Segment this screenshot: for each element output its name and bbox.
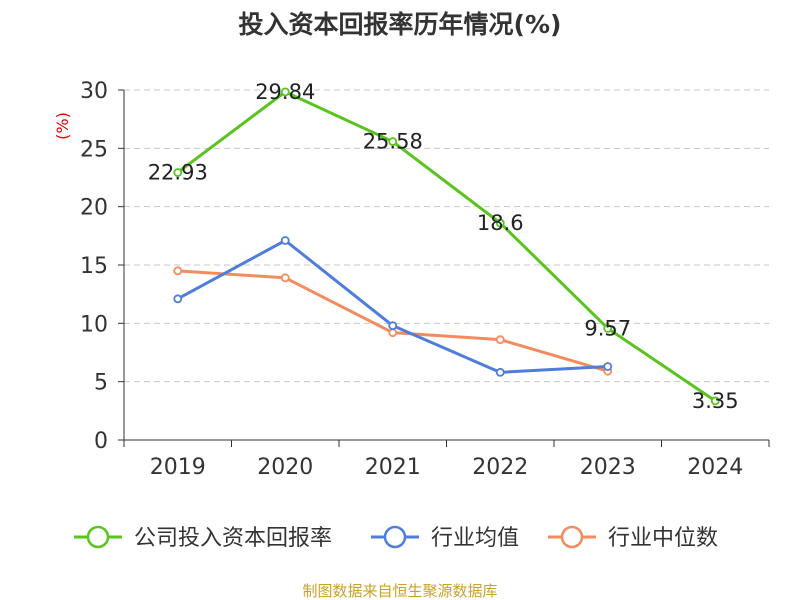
- data-point: [388, 321, 398, 331]
- legend-marker: [86, 525, 110, 549]
- data-point: [388, 328, 398, 338]
- data-point: [710, 396, 720, 406]
- data-labels: 22.93 29.84 25.58 18.6 9.57 3.35: [148, 80, 739, 413]
- legend-label: 行业中位数: [608, 526, 718, 551]
- legend-marker: [383, 525, 407, 549]
- data-point: [603, 323, 613, 333]
- legend-label: 行业均值: [431, 526, 519, 551]
- legend[interactable]: 公司投入资本回报率 行业均值 行业中位数: [74, 525, 718, 551]
- data-point: [495, 335, 505, 345]
- y-tick-label: 20: [80, 196, 108, 221]
- source-note: 制图数据来自恒生聚源数据库: [302, 582, 497, 600]
- chart-title: 投入资本回报率历年情况(%): [239, 10, 562, 39]
- legend-item[interactable]: 公司投入资本回报率: [74, 525, 332, 551]
- x-tick-label: 2022: [472, 455, 528, 480]
- data-label: 25.58: [363, 130, 423, 154]
- y-tick-label: 25: [80, 137, 108, 162]
- y-axis-label: (%): [53, 112, 72, 140]
- data-point: [280, 87, 290, 97]
- y-tick-label: 5: [94, 371, 108, 396]
- data-label: 9.57: [584, 316, 631, 340]
- data-label: 22.93: [148, 160, 208, 184]
- data-label: 3.35: [692, 389, 739, 413]
- data-point: [603, 362, 613, 371]
- x-tick-label: 2023: [580, 455, 636, 480]
- data-point: [280, 273, 290, 283]
- legend-item[interactable]: 行业均值: [371, 525, 519, 551]
- x-tick-label: 2021: [365, 455, 421, 480]
- series-lines: [173, 87, 720, 406]
- y-tick-label: 30: [80, 79, 108, 104]
- data-point: [280, 236, 290, 245]
- y-tick-label: 0: [94, 429, 108, 454]
- data-point: [173, 168, 183, 177]
- data-label: 18.6: [477, 211, 524, 235]
- data-point: [388, 137, 398, 146]
- data-point: [495, 367, 505, 377]
- series-line: [176, 90, 717, 403]
- legend-marker: [560, 525, 584, 549]
- grid-lines: [124, 89, 769, 383]
- data-point: [173, 294, 183, 304]
- axes: 0 5 10 15 20 25 30 2019 2020 2021 2022 2023 2024: [80, 79, 770, 480]
- data-point: [173, 266, 183, 276]
- series-line: [177, 269, 609, 373]
- legend-label: 公司投入资本回报率: [134, 526, 332, 551]
- x-tick-label: 2019: [150, 455, 206, 480]
- data-point: [495, 218, 505, 228]
- x-tick-label: 2024: [687, 455, 743, 480]
- y-tick-label: 10: [80, 312, 108, 337]
- data-label: 29.84: [255, 80, 315, 104]
- x-tick-label: 2020: [257, 455, 313, 480]
- y-tick-label: 15: [80, 254, 108, 279]
- legend-item[interactable]: 行业中位数: [548, 525, 718, 551]
